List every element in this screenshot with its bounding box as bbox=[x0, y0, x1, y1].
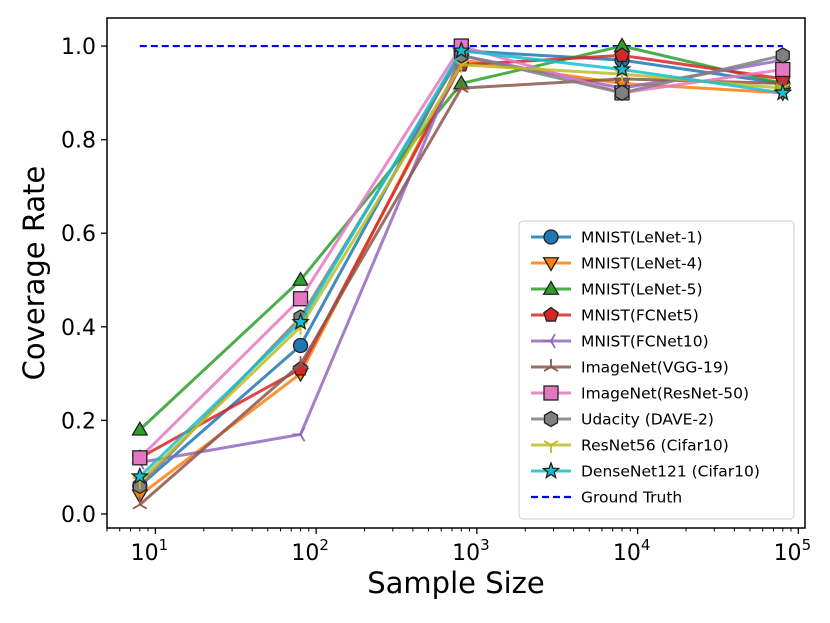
legend-entry: Ground Truth bbox=[531, 489, 682, 507]
legend-marker bbox=[543, 306, 559, 322]
x-tick-label: 105 bbox=[774, 536, 812, 566]
data-point bbox=[775, 61, 791, 78]
legend-marker bbox=[543, 385, 559, 401]
x-tick-exponent: 4 bbox=[641, 536, 651, 554]
y-tick-label: 0.6 bbox=[61, 222, 96, 247]
legend-marker bbox=[543, 333, 556, 349]
series-9 bbox=[130, 40, 793, 485]
data-point bbox=[292, 291, 309, 307]
x-axis-title: Sample Size bbox=[367, 566, 544, 600]
legend-label: MNIST(FCNet5) bbox=[581, 307, 699, 325]
data-point bbox=[132, 496, 148, 510]
series-layer bbox=[130, 37, 793, 510]
legend-entry: DenseNet121 (Cifar10) bbox=[531, 461, 760, 481]
legend-entry: MNIST(FCNet10) bbox=[531, 333, 709, 351]
data-point bbox=[130, 466, 150, 485]
y-tick-label: 0.0 bbox=[61, 503, 96, 528]
y-tick-label: 0.8 bbox=[61, 129, 96, 154]
legend-entry: Udacity (DAVE-2) bbox=[531, 411, 714, 429]
data-point bbox=[292, 271, 310, 286]
y-tick-label: 0.4 bbox=[61, 316, 96, 341]
data-point bbox=[132, 450, 148, 466]
legend-label: ResNet56 (Cifar10) bbox=[581, 437, 729, 455]
data-point bbox=[612, 59, 632, 78]
legend-entry: MNIST(LeNet-1) bbox=[531, 229, 703, 247]
axis-ticks: 0.0 0.2 0.4 0.6 0.8 1.0 101 102 103 104 105 bbox=[61, 35, 811, 566]
x-tick-exponent: 2 bbox=[319, 536, 329, 554]
data-point bbox=[775, 47, 790, 64]
data-point bbox=[293, 356, 308, 370]
legend: MNIST(LeNet-1) MNIST(LeNet-4) MNIST(LeNet-… bbox=[518, 220, 795, 520]
legend-marker bbox=[543, 359, 559, 372]
legend-label: MNIST(LeNet-5) bbox=[581, 281, 703, 299]
x-tick-label: 103 bbox=[452, 536, 490, 566]
plot-frame bbox=[106, 17, 806, 529]
legend-entry: ResNet56 (Cifar10) bbox=[531, 437, 729, 455]
y-axis-title: Coverage Rate bbox=[17, 166, 51, 381]
legend-label: ImageNet(VGG-19) bbox=[581, 359, 729, 377]
data-point bbox=[451, 40, 471, 59]
legend-entry: MNIST(LeNet-5) bbox=[531, 280, 703, 299]
legend-label: MNIST(FCNet10) bbox=[581, 333, 709, 351]
legend-entry: MNIST(FCNet5) bbox=[531, 307, 699, 325]
data-point bbox=[453, 80, 469, 93]
data-point bbox=[292, 427, 306, 442]
legend-box bbox=[518, 220, 795, 520]
x-tick-exponent: 5 bbox=[802, 536, 812, 554]
legend-marker bbox=[543, 440, 559, 453]
data-point bbox=[291, 312, 310, 331]
legend-marker bbox=[541, 461, 561, 479]
data-point bbox=[131, 420, 149, 436]
legend-entry: MNIST(LeNet-4) bbox=[531, 255, 703, 273]
data-point bbox=[292, 337, 309, 354]
legend-marker bbox=[543, 410, 559, 428]
legend-marker bbox=[543, 229, 559, 245]
legend-label: Ground Truth bbox=[581, 489, 682, 507]
x-tick-label: 104 bbox=[613, 536, 651, 566]
legend-label: DenseNet121 (Cifar10) bbox=[581, 463, 760, 481]
data-point bbox=[292, 360, 309, 376]
legend-label: MNIST(LeNet-4) bbox=[581, 255, 703, 273]
legend-entry: ImageNet(ResNet-50) bbox=[531, 385, 749, 403]
legend-marker bbox=[542, 257, 560, 272]
y-tick-label: 1.0 bbox=[61, 35, 96, 60]
y-tick-label: 0.2 bbox=[61, 409, 96, 434]
legend-label: Udacity (DAVE-2) bbox=[581, 411, 714, 429]
data-point bbox=[773, 83, 793, 101]
x-tick-label: 101 bbox=[131, 536, 169, 566]
x-tick-exponent: 1 bbox=[159, 536, 169, 554]
legend-marker bbox=[542, 280, 560, 295]
x-tick-label: 102 bbox=[291, 536, 329, 566]
data-point bbox=[614, 84, 630, 102]
legend-label: MNIST(LeNet-1) bbox=[581, 229, 703, 247]
legend-label: ImageNet(ResNet-50) bbox=[581, 385, 749, 403]
legend-entry: ImageNet(VGG-19) bbox=[531, 359, 729, 377]
x-tick-exponent: 3 bbox=[480, 536, 490, 554]
